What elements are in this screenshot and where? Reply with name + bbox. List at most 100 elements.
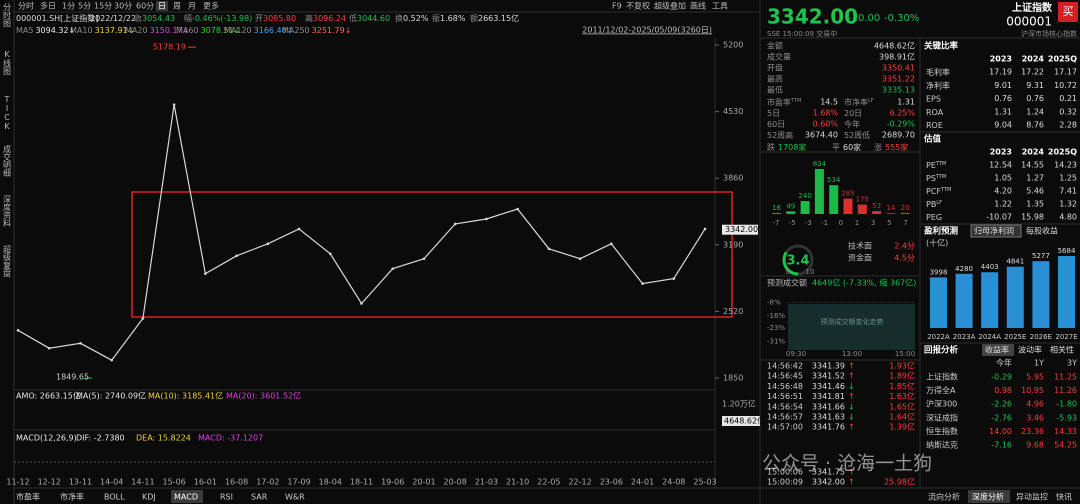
tick-price: 3341.66 <box>812 402 845 411</box>
bar-value: 534 <box>827 176 841 184</box>
tick-price: 3341.52 <box>812 372 845 381</box>
row-name: ROA <box>926 107 944 116</box>
period-tab[interactable]: 30分 <box>114 2 132 11</box>
price-point <box>360 302 363 305</box>
bar <box>857 204 867 214</box>
ma-field: MA60 3078.51↓ <box>176 26 240 35</box>
breadth-field: 跌 1708家 <box>767 142 806 152</box>
amo-tick: 4648.62亿 <box>724 416 765 426</box>
ma-name: MA10 <box>70 26 93 35</box>
indicator-tab[interactable]: RSI <box>220 493 233 502</box>
price-point <box>79 341 82 345</box>
indicator-tab[interactable]: MACD <box>174 493 198 502</box>
quote-field: 开3085.80 <box>255 14 296 23</box>
breadth-value: 60家 <box>843 142 861 152</box>
x-tick-label: 13:00 <box>842 350 862 358</box>
column-header: 3Y <box>1067 359 1077 368</box>
bottom-tab[interactable]: 异动监控 <box>1016 492 1048 502</box>
quote-field: 振1.68% <box>432 13 466 23</box>
bottom-tab[interactable]: 流向分析 <box>928 492 960 502</box>
trend-caption: 预测成交额变化走势 <box>821 317 884 326</box>
y-tick-label: -31% <box>767 338 785 346</box>
period-tab[interactable]: 日 <box>158 2 166 11</box>
indicator-tab[interactable]: W&R <box>285 493 305 502</box>
period-tab[interactable]: 多日 <box>40 1 56 11</box>
cell: 11.26 <box>1054 386 1077 395</box>
ma-name: MA20 <box>125 26 148 35</box>
cell: 54.25 <box>1054 441 1077 450</box>
row-name: 纳斯达克 <box>926 440 958 450</box>
macd-field: MACD: -37.1207 <box>198 434 263 443</box>
toolbar-button[interactable]: 工具 <box>712 2 728 11</box>
indicator-tab[interactable]: SAR <box>251 493 268 502</box>
indicator-tab[interactable]: KDJ <box>142 493 156 502</box>
column-header: 2025Q <box>1048 148 1077 157</box>
period-tab[interactable]: 周 <box>173 2 181 11</box>
gauge-score: 3.4 <box>786 254 809 269</box>
row-label: PBLF <box>926 200 942 209</box>
returns-tab[interactable]: 波动率 <box>1018 345 1042 355</box>
market-label: 沪深市场核心指数 <box>1021 29 1077 38</box>
quote-field: 换0.52% <box>395 13 429 23</box>
trade-status: SSE 15:00:09 交易中 <box>767 29 837 38</box>
toolbar-button[interactable]: 超级叠加 <box>654 1 686 11</box>
bar <box>1032 261 1050 328</box>
period-tab[interactable]: 月 <box>188 2 196 11</box>
returns-tab[interactable]: 相关性 <box>1050 345 1074 355</box>
breadth-value: 555家 <box>885 142 908 152</box>
quote-label: 收 <box>134 13 142 23</box>
forecast-tab[interactable]: 每股收益 <box>1026 226 1058 236</box>
cell: 1.24 <box>1026 107 1044 116</box>
tick-arrow: ↑ <box>848 392 855 401</box>
tick-amount: 25.98亿 <box>884 477 915 487</box>
cell: 10.95 <box>1021 386 1044 395</box>
sidebar-tab[interactable]: 分时图 <box>3 3 12 28</box>
amo-field: MA(5): 2740.09亿 <box>76 391 146 401</box>
row-label: PETTM <box>926 161 946 170</box>
section-title: 关键比率 <box>924 41 959 52</box>
x-tick-label: 16-08 <box>225 478 248 487</box>
period-tab[interactable]: 5分 <box>78 2 91 11</box>
toolbar-button[interactable]: 不复权 <box>626 1 650 11</box>
quote-label: 今年 <box>844 119 860 129</box>
section-title: 回报分析 <box>924 345 959 356</box>
indicator-tab[interactable]: BOLL <box>104 493 125 502</box>
breadth-field: 平 60家 <box>832 142 861 152</box>
sidebar-tab[interactable]: TICK <box>3 95 12 131</box>
indicator-tab[interactable]: 市盈率 <box>16 492 40 502</box>
bottom-tab[interactable]: 快讯 <box>1056 492 1072 502</box>
period-tab[interactable]: 15分 <box>94 2 112 11</box>
period-tab[interactable]: 更多 <box>203 1 219 11</box>
indicator-tab[interactable]: 市净率 <box>60 492 84 502</box>
sidebar-tab[interactable]: 成交明细 <box>3 144 12 178</box>
bar-value: 16 <box>772 204 781 212</box>
toolbar-button[interactable]: F9 <box>612 2 622 11</box>
active-tab-bg <box>968 490 1010 503</box>
score-label: 资金面 <box>848 253 872 263</box>
period-tab[interactable]: 分时 <box>18 1 34 11</box>
price-point <box>422 257 426 261</box>
tick-arrow: ↓ <box>848 382 855 391</box>
returns-tab[interactable]: 收益率 <box>985 345 1009 355</box>
sidebar-tab[interactable]: 超级复盘 <box>3 244 12 277</box>
x-tick-label: 13-11 <box>69 478 92 487</box>
quote-field: 2022/12/22 <box>90 14 136 23</box>
breadth-field: 涨 555家 <box>874 142 908 152</box>
x-tick-label: 20-01 <box>412 478 435 487</box>
quote-label-text: 5日 <box>767 109 780 118</box>
tick-price: 3341.46 <box>812 382 845 391</box>
period-tab[interactable]: 60分 <box>136 2 154 11</box>
toolbar-button[interactable]: 画线 <box>690 1 706 11</box>
buy-label[interactable]: 买 <box>1063 5 1074 18</box>
forecast-tab[interactable]: 归母净利润 <box>974 226 1014 236</box>
section-title: 盈利预测 <box>923 226 959 237</box>
sidebar-tab[interactable]: 深度资料 <box>3 195 12 228</box>
period-tab[interactable]: 1分 <box>62 2 75 11</box>
breadth-value: 1708家 <box>778 142 806 152</box>
price-point <box>172 103 176 106</box>
buy-button[interactable] <box>1058 2 1078 22</box>
sidebar-tab[interactable]: K线图 <box>3 50 12 76</box>
bottom-tab[interactable]: 深度分析 <box>972 492 1004 502</box>
x-tick-label: 14-11 <box>131 478 154 487</box>
